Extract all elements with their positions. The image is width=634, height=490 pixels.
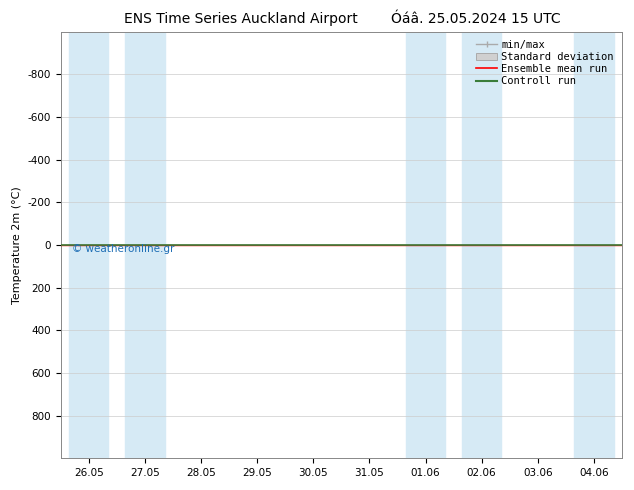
Legend: min/max, Standard deviation, Ensemble mean run, Controll run: min/max, Standard deviation, Ensemble me…: [473, 37, 617, 89]
Bar: [406, 31, 445, 458]
Bar: [574, 31, 614, 458]
Bar: [69, 31, 108, 458]
Bar: [462, 31, 501, 458]
Bar: [125, 31, 164, 458]
Text: © weatheronline.gr: © weatheronline.gr: [72, 244, 174, 254]
Text: ENS Time Series Auckland Airport: ENS Time Series Auckland Airport: [124, 12, 358, 26]
Text: Óáâ. 25.05.2024 15 UTC: Óáâ. 25.05.2024 15 UTC: [391, 12, 560, 26]
Y-axis label: Temperature 2m (°C): Temperature 2m (°C): [12, 186, 22, 304]
